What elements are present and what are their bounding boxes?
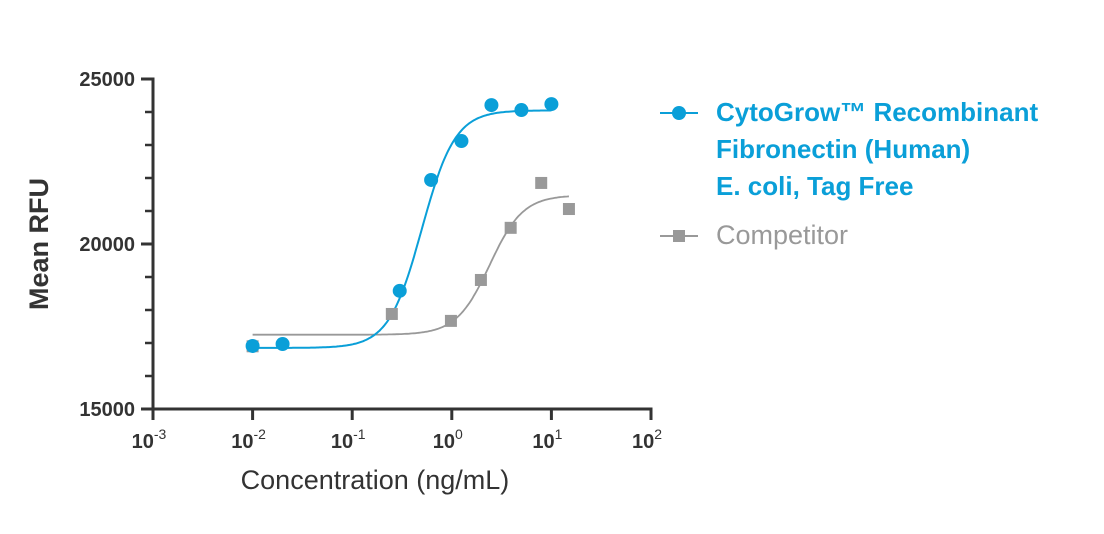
y-tick-label: 15000 [79, 399, 135, 421]
competitor-fit-curve [252, 195, 570, 336]
competitor-data-point [504, 221, 517, 234]
square-marker-icon [660, 217, 716, 254]
y-tick-label: 25000 [79, 69, 135, 91]
cytogrow-data-point [424, 172, 439, 187]
cytogrow-data-point [275, 336, 290, 351]
x-tick-label: 10-3 [132, 426, 167, 453]
competitor-data-point [385, 307, 398, 320]
y-tick-label: 20000 [79, 234, 135, 256]
competitor-data-point [562, 203, 575, 216]
x-tick-label: 102 [632, 426, 662, 453]
legend-label-line: E. coli, Tag Free [716, 171, 914, 201]
competitor-data-point [444, 314, 457, 327]
x-tick-label: 10-2 [231, 426, 266, 453]
legend-label-line: Fibronectin (Human) [716, 134, 971, 164]
cytogrow-data-point [454, 134, 469, 149]
cytogrow-data-point [514, 103, 529, 118]
y-axis-title: Mean RFU [24, 178, 54, 310]
cytogrow-data-point [484, 98, 499, 113]
x-axis-title: Concentration (ng/mL) [241, 465, 510, 495]
x-tick-label: 10-1 [331, 426, 366, 453]
legend-label-line: CytoGrow™ Recombinant [716, 97, 1039, 127]
x-tick-label: 101 [532, 426, 562, 453]
legend-label-line: Competitor [716, 220, 849, 250]
circle-marker-icon [660, 94, 716, 131]
legend-item-cytogrow: CytoGrow™ Recombinant Fibronectin (Human)… [660, 94, 1038, 205]
legend-item-competitor: Competitor [660, 217, 1038, 254]
cytogrow-data-point [544, 97, 559, 112]
cytogrow-data-point [392, 283, 407, 298]
legend: CytoGrow™ Recombinant Fibronectin (Human)… [660, 94, 1038, 254]
cytogrow-data-point [245, 338, 260, 353]
competitor-data-point [474, 273, 487, 286]
competitor-data-point [535, 176, 548, 189]
x-tick-label: 100 [433, 426, 463, 453]
